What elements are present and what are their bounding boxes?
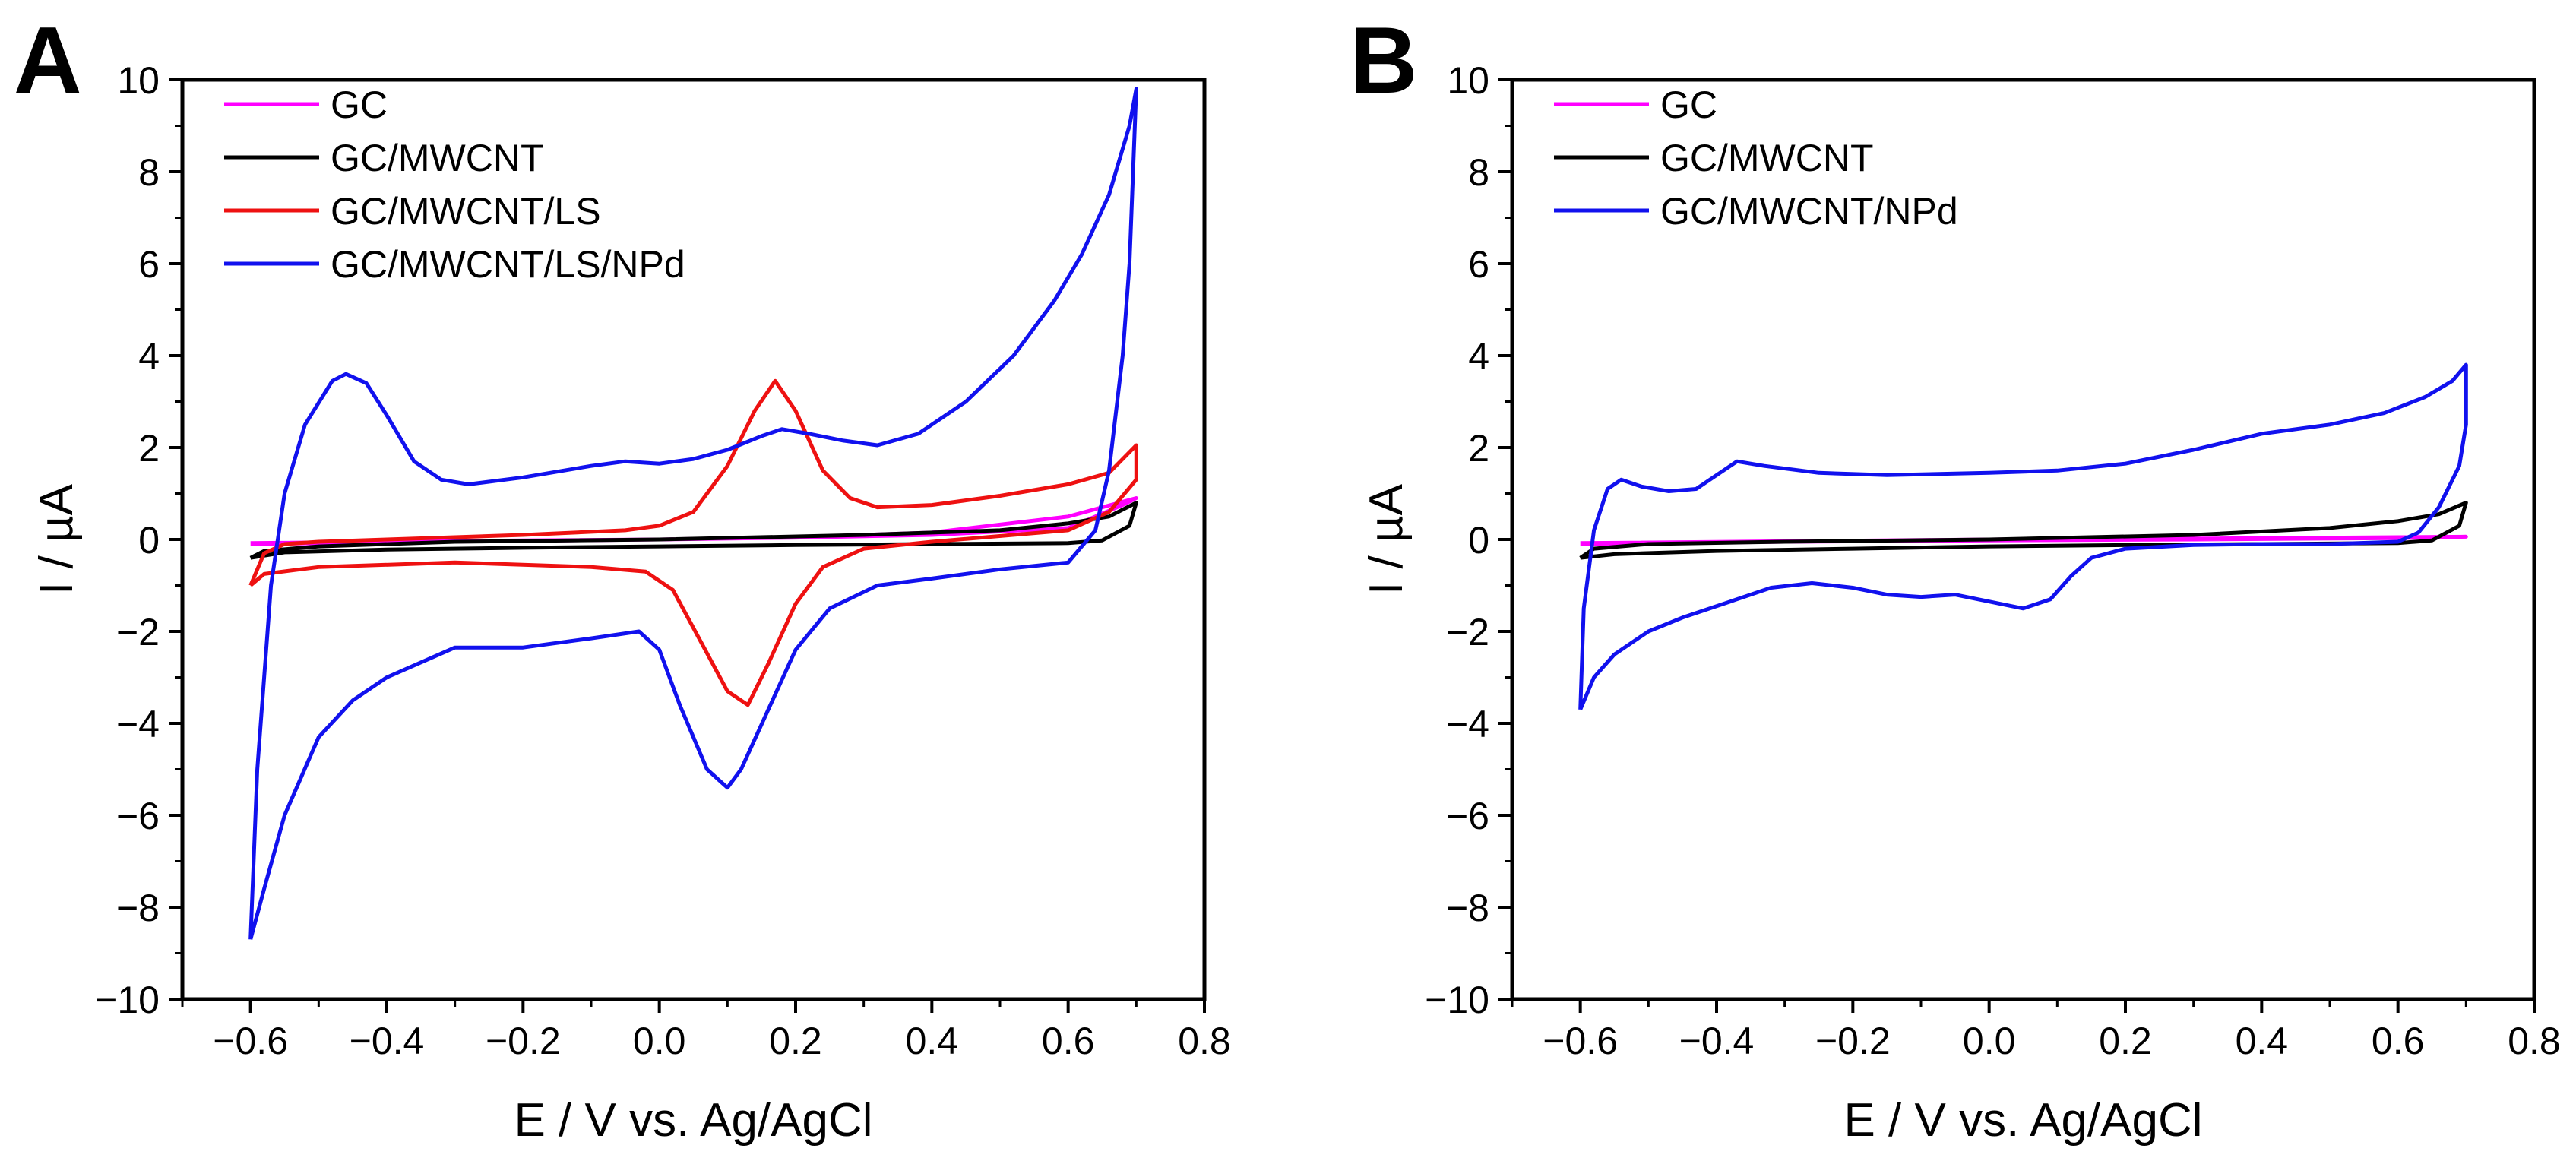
- panel-a-x-tick-label: 0.2: [769, 1020, 822, 1062]
- panel-a-y-tick-label: 8: [138, 151, 160, 194]
- panel-a-legend-label-gc-mwcnt-ls-npd: GC/MWCNT/LS/NPd: [331, 243, 685, 286]
- panel-b-x-axis-title: E / V vs. Ag/AgCl: [1843, 1094, 2202, 1147]
- panel-a-y-tick-label: −4: [116, 703, 160, 745]
- panel-b-series-gc-mwcnt-npd: [1578, 362, 2468, 710]
- panel-b-y-tick-label: 8: [1468, 151, 1489, 194]
- panel-a-x-tick-label: 0.6: [1042, 1020, 1095, 1062]
- panel-b-y-tick-label: −6: [1446, 795, 1489, 837]
- panel-b-y-tick-label: 6: [1468, 243, 1489, 286]
- panel-a-x-tick-label: 0.4: [906, 1020, 959, 1062]
- panel-a-y-tick-label: 6: [138, 243, 160, 286]
- panel-a-y-tick-label: 10: [117, 59, 160, 102]
- panel-b-legend-label-gc-mwcnt-npd: GC/MWCNT/NPd: [1660, 190, 1958, 233]
- panel-b-y-tick-label: 0: [1468, 519, 1489, 562]
- panel-a: A −0.6 −0.4 −0.2 0.0 0.2 0.4 0.6 0.8 −10 −8 −6 −4 −2…: [14, 8, 1231, 1147]
- panel-a-x-axis-title: E / V vs. Ag/AgCl: [514, 1094, 872, 1147]
- panel-a-y-tick-label: 2: [138, 427, 160, 470]
- panel-b-x-tick-label: −0.2: [1815, 1020, 1891, 1062]
- panel-b-x-tick-label: 0.4: [2236, 1020, 2289, 1062]
- panel-b-x-tick-label: 0.0: [1963, 1020, 2016, 1062]
- panel-a-x-tick-label: 0.8: [1178, 1020, 1231, 1062]
- panel-b-y-tick-label: −8: [1446, 887, 1489, 929]
- panel-b-y-axis-title: I / µA: [1360, 483, 1413, 595]
- panel-a-y-tick-label: −10: [95, 979, 160, 1021]
- panel-b-x-tick-label: −0.4: [1679, 1020, 1755, 1062]
- panel-a-label: A: [14, 8, 82, 113]
- panel-b-y-tick-label: −2: [1446, 611, 1489, 653]
- panel-b-x-tick-label: 0.6: [2372, 1020, 2425, 1062]
- panel-b-x-tick-label: 0.8: [2508, 1020, 2561, 1062]
- panel-b-y-tick-label: 4: [1468, 335, 1489, 378]
- panel-a-x-tick-label: −0.4: [350, 1020, 425, 1062]
- panel-a-x-tick-label: 0.0: [633, 1020, 686, 1062]
- panel-a-legend-label-gc-mwcnt-ls: GC/MWCNT/LS: [331, 190, 601, 233]
- panel-a-y-tick-label: −6: [116, 795, 160, 837]
- panel-a-y-tick-label: 4: [138, 335, 160, 378]
- panel-b-y-tick-label: 2: [1468, 427, 1489, 470]
- panel-a-axis-ticks: −0.6 −0.4 −0.2 0.0 0.2 0.4 0.6 0.8 −10 −8 −6 −4 −2 0 2…: [95, 59, 1231, 1062]
- panel-b: B −0.6 −0.4 −0.2 0.0 0.2 0.4 0.6 0.8 −10 −8 −6 −4 −2…: [1350, 8, 2561, 1147]
- panel-b-legend-label-gc: GC: [1660, 84, 1717, 126]
- panel-b-y-tick-label: −10: [1425, 979, 1489, 1021]
- panel-a-x-tick-label: −0.6: [213, 1020, 288, 1062]
- panel-b-y-tick-label: −4: [1446, 703, 1489, 745]
- panel-a-y-tick-label: −2: [116, 611, 160, 653]
- panel-a-series-gc-mwcnt-ls-npd: [248, 87, 1138, 940]
- panel-a-y-axis-title: I / µA: [30, 483, 83, 595]
- panel-b-x-tick-label: 0.2: [2099, 1020, 2152, 1062]
- panel-a-y-tick-label: 0: [138, 519, 160, 562]
- panel-a-series-layer: [248, 87, 1138, 940]
- panel-a-y-tick-label: −8: [116, 887, 160, 929]
- panel-b-label: B: [1350, 8, 1418, 113]
- panel-a-legend: GC GC/MWCNT GC/MWCNT/LS GC/MWCNT/LS/NPd: [224, 84, 685, 286]
- panel-b-x-tick-label: −0.6: [1543, 1020, 1618, 1062]
- panel-b-series-gc-mwcnt: [1579, 501, 2468, 560]
- panel-b-series-layer: [1578, 362, 2468, 710]
- panel-a-legend-label-gc: GC: [331, 84, 388, 126]
- panel-b-legend-label-gc-mwcnt: GC/MWCNT: [1660, 137, 1874, 179]
- panel-b-axis-ticks: −0.6 −0.4 −0.2 0.0 0.2 0.4 0.6 0.8 −10 −8 −6 −4 −2 0 2…: [1425, 59, 2561, 1062]
- panel-b-y-tick-label: 10: [1447, 59, 1489, 102]
- panel-b-legend: GC GC/MWCNT GC/MWCNT/NPd: [1554, 84, 1958, 233]
- panel-a-legend-label-gc-mwcnt: GC/MWCNT: [331, 137, 544, 179]
- panel-a-x-tick-label: −0.2: [486, 1020, 561, 1062]
- panel-a-series-gc-mwcnt: [249, 501, 1138, 560]
